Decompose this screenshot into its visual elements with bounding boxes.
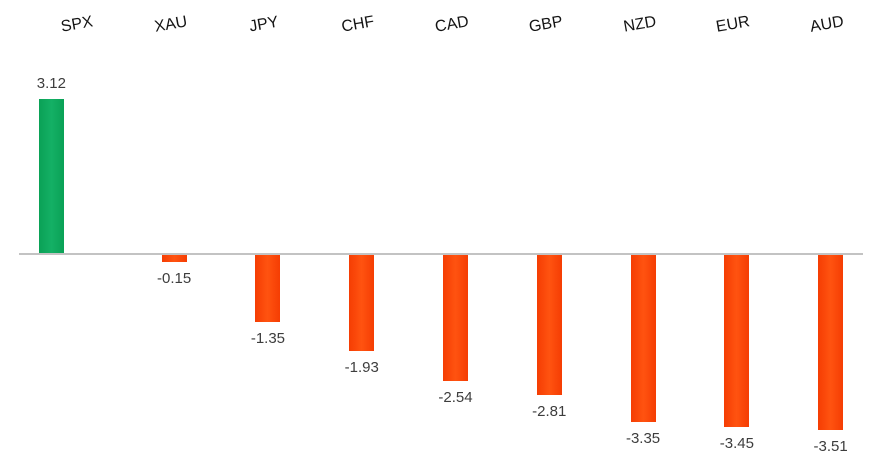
x-axis-baseline [19, 253, 863, 255]
value-label-chf: -1.93 [344, 359, 379, 377]
bar-cad [443, 255, 468, 382]
value-label-jpy: -1.35 [250, 330, 286, 348]
category-label-cad: CAD [433, 13, 471, 36]
value-label-spx: 3.12 [36, 74, 66, 92]
category-label-nzd: NZD [621, 13, 658, 36]
bar-spx [38, 98, 64, 254]
value-label-aud: -3.51 [813, 437, 848, 455]
value-label-eur: -3.45 [719, 434, 754, 452]
category-label-aud: AUD [808, 13, 846, 36]
bar-eur [724, 255, 750, 427]
category-label-chf: CHF [340, 13, 376, 36]
bar-xau [161, 255, 187, 263]
value-label-gbp: -2.81 [532, 402, 567, 420]
bar-gbp [536, 255, 562, 395]
category-label-spx: SPX [59, 13, 95, 36]
bar-jpy [255, 255, 281, 323]
category-label-jpy: JPY [248, 13, 281, 36]
category-label-eur: EUR [715, 13, 752, 36]
value-label-xau: -0.15 [157, 270, 192, 288]
category-label-xau: XAU [152, 13, 189, 36]
bar-chf [349, 255, 375, 352]
category-label-gbp: GBP [527, 13, 564, 36]
bar-nzd [630, 255, 656, 422]
bar-aud [818, 255, 844, 430]
value-label-cad: -2.54 [438, 389, 473, 407]
value-label-nzd: -3.35 [625, 429, 661, 447]
